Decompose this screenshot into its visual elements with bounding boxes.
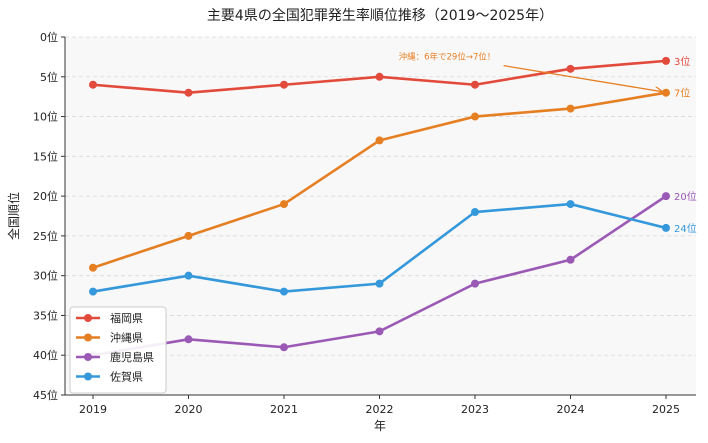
axes: 0位 5位 10位 15位 20位 25位 30位 35位 40位 45位 2019 2020 2021…: [33, 30, 696, 416]
legend-label: 佐賀県: [110, 370, 143, 384]
data-point: [471, 112, 479, 121]
y-tick-label: 45位: [33, 388, 58, 402]
legend-item: 鹿児島県: [76, 350, 154, 364]
annotations: 沖縄：6年で29位→7位！: [399, 51, 662, 91]
data-point: [662, 56, 670, 65]
data-point: [566, 104, 575, 113]
data-point: [566, 200, 575, 209]
data-point: [375, 327, 384, 336]
y-tick-label: 30位: [33, 269, 58, 283]
data-point: [184, 335, 193, 344]
y-tick-label: 5位: [40, 70, 58, 84]
y-tick-label: 10位: [33, 110, 58, 124]
x-tick-label: 2020: [175, 403, 203, 416]
annotation-arrow: [503, 64, 662, 92]
y-tick-label: 20位: [33, 189, 58, 203]
data-point: [280, 200, 288, 209]
end-label: 3位: [674, 55, 690, 68]
y-axis-label: 全国順位: [6, 192, 21, 240]
data-point: [566, 64, 575, 73]
data-point: [375, 136, 384, 145]
annotation-text: 沖縄：6年で29位→7位！: [399, 51, 496, 62]
data-point: [89, 287, 97, 296]
data-point: [89, 80, 97, 89]
y-tick-label: 35位: [33, 308, 58, 322]
legend-swatch-marker: [84, 333, 92, 342]
legend-label: 沖縄県: [110, 331, 143, 345]
data-point: [375, 72, 384, 81]
data-point: [184, 88, 193, 97]
x-tick-label: 2019: [79, 403, 107, 416]
legend-box: [69, 306, 167, 394]
chart-title: 主要4県の全国犯罪発生率順位推移（2019〜2025年）: [207, 7, 553, 24]
legend-label: 鹿児島県: [110, 350, 154, 364]
y-tick-label: 25位: [33, 229, 58, 243]
end-label: 20位: [674, 190, 697, 203]
x-tick-label: 2025: [652, 403, 680, 416]
data-point: [662, 223, 670, 232]
y-tick-label: 40位: [33, 348, 58, 362]
legend-swatch-marker: [84, 372, 92, 381]
data-point: [280, 343, 288, 352]
legend-item: 沖縄県: [76, 331, 143, 345]
legend-swatch-marker: [84, 314, 92, 322]
data-point: [184, 271, 193, 280]
series-3: 20位: [89, 190, 697, 360]
data-point: [280, 80, 288, 89]
x-tick-label: 2022: [366, 403, 394, 416]
series-1: 3位: [89, 55, 690, 97]
y-tick-label: 15位: [33, 149, 58, 163]
legend-item: 福岡県: [76, 311, 143, 325]
end-label: 24位: [674, 222, 697, 235]
data-point: [662, 192, 670, 201]
data-point: [375, 279, 384, 288]
data-point: [662, 88, 670, 97]
legend-item: 佐賀県: [76, 370, 143, 384]
x-axis-label: 年: [374, 419, 386, 433]
legend-label: 福岡県: [110, 311, 143, 325]
data-point: [89, 263, 97, 272]
data-point: [471, 80, 479, 89]
data-point: [471, 208, 479, 217]
series-layer: 3位 7位 20位 24位: [89, 55, 697, 360]
x-tick-label: 2021: [270, 403, 298, 416]
data-point: [184, 231, 193, 240]
data-point: [566, 255, 575, 264]
y-tick-label: 0位: [40, 30, 58, 44]
end-label: 7位: [674, 87, 690, 100]
series-4: 24位: [89, 200, 697, 296]
x-tick-label: 2024: [557, 403, 585, 416]
x-tick-label: 2023: [461, 403, 489, 416]
series-2: 7位: [89, 87, 690, 272]
legend-swatch-marker: [84, 353, 92, 361]
data-point: [471, 279, 479, 288]
data-point: [280, 287, 288, 296]
plot-background: [65, 37, 696, 395]
